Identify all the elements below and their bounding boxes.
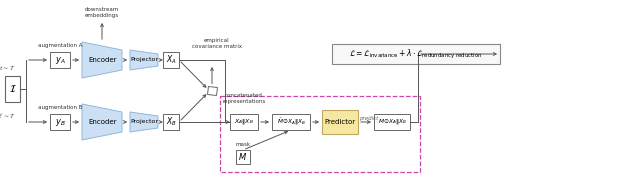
Bar (163, 52, 179, 68)
Text: Predictor: Predictor (324, 119, 356, 125)
Bar (50, 52, 70, 68)
Bar (374, 114, 410, 130)
Text: $\mathcal{L} = \mathcal{L}_{\mathrm{invariance}} + \lambda \cdot \mathcal{L}_{\m: $\mathcal{L} = \mathcal{L}_{\mathrm{inva… (349, 47, 483, 61)
Text: $\mathcal{I}$: $\mathcal{I}$ (8, 83, 17, 95)
Text: Encoder: Encoder (89, 57, 117, 63)
Polygon shape (130, 112, 158, 132)
Text: $t' \sim \mathcal{T}$: $t' \sim \mathcal{T}$ (0, 111, 16, 120)
Bar (236, 150, 250, 164)
Bar (272, 114, 310, 130)
Polygon shape (82, 42, 122, 78)
Text: $y_A$: $y_A$ (54, 55, 65, 65)
Text: Encoder: Encoder (89, 119, 117, 125)
Text: augmentation B: augmentation B (38, 105, 82, 110)
Text: Projector: Projector (130, 58, 158, 62)
Bar (332, 44, 500, 64)
Text: $y_B$: $y_B$ (54, 117, 65, 127)
Text: Projector: Projector (130, 120, 158, 124)
Text: $X_B$: $X_B$ (166, 116, 177, 128)
Bar (322, 110, 358, 134)
Bar (230, 114, 258, 130)
Text: $M\!\odot\! X_A\|X_B$: $M\!\odot\! X_A\|X_B$ (378, 118, 406, 127)
Text: predict: predict (359, 116, 378, 121)
Text: augmentation A: augmentation A (38, 43, 83, 48)
Bar (163, 114, 179, 130)
Polygon shape (207, 86, 218, 96)
Bar (50, 114, 70, 130)
Text: $t \sim \mathcal{T}$: $t \sim \mathcal{T}$ (0, 62, 16, 71)
Text: $X_A$: $X_A$ (166, 54, 177, 66)
Text: empirical
covariance matrix: empirical covariance matrix (192, 38, 242, 49)
Text: $X_A\|X_B$: $X_A\|X_B$ (234, 118, 254, 127)
Text: downstream
embeddings: downstream embeddings (85, 7, 119, 18)
Bar (5, 76, 20, 102)
Bar (220, 96, 420, 172)
Text: mask: mask (236, 142, 251, 147)
Text: $M$: $M$ (239, 152, 248, 162)
Text: concatenated
representations: concatenated representations (222, 93, 266, 104)
Text: $\bar{M}\!\odot\! X_A\|X_B$: $\bar{M}\!\odot\! X_A\|X_B$ (276, 117, 305, 127)
Polygon shape (130, 50, 158, 70)
Polygon shape (82, 104, 122, 140)
